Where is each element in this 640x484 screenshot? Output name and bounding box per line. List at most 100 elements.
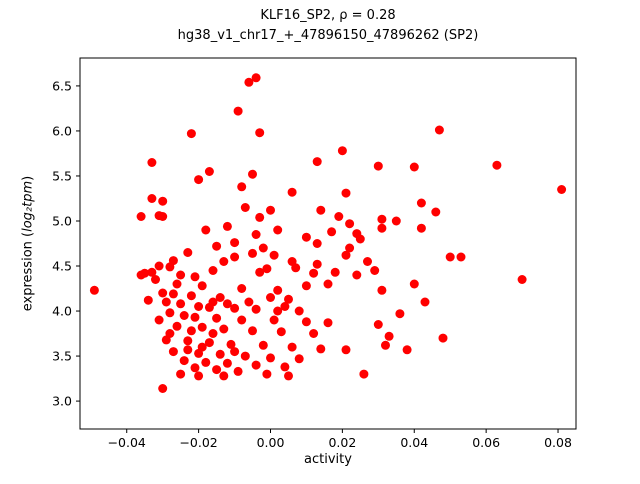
- data-point: [327, 227, 337, 237]
- data-point: [416, 198, 426, 208]
- data-point: [248, 169, 257, 179]
- y-axis-label-suffix: ): [20, 175, 36, 181]
- data-point: [194, 302, 204, 311]
- data-point: [280, 362, 290, 372]
- data-point: [287, 187, 297, 197]
- data-point: [251, 360, 261, 370]
- data-point: [186, 129, 196, 139]
- data-point: [89, 285, 99, 295]
- data-point: [233, 106, 243, 116]
- data-point: [273, 306, 283, 316]
- data-point: [352, 270, 362, 280]
- data-point: [197, 342, 207, 352]
- data-point: [183, 248, 193, 257]
- data-point: [161, 297, 171, 307]
- data-point: [492, 160, 502, 170]
- data-point: [301, 232, 311, 242]
- data-point: [240, 203, 250, 212]
- data-point: [255, 128, 265, 138]
- data-point: [219, 257, 229, 266]
- data-point: [255, 267, 265, 277]
- data-point: [384, 331, 394, 341]
- data-point: [215, 349, 225, 359]
- data-point: [219, 371, 229, 381]
- data-point: [208, 329, 218, 338]
- data-point: [301, 281, 311, 291]
- x-tick-label: −0.04: [108, 435, 146, 450]
- data-point: [158, 196, 168, 206]
- data-point: [287, 257, 297, 266]
- data-point: [248, 326, 257, 336]
- data-point: [373, 161, 383, 171]
- data-point: [312, 239, 322, 248]
- data-point: [284, 294, 293, 304]
- x-tick-label: 0.04: [400, 435, 428, 450]
- data-point: [240, 351, 250, 361]
- data-point: [165, 308, 175, 318]
- data-point: [136, 212, 146, 221]
- data-point: [341, 250, 351, 260]
- data-point: [345, 219, 355, 229]
- data-point: [204, 167, 214, 176]
- data-point: [158, 288, 168, 298]
- data-point: [323, 279, 333, 289]
- data-point: [309, 268, 319, 278]
- y-tick-label: 3.5: [52, 349, 72, 364]
- data-point: [201, 357, 211, 367]
- data-point: [219, 324, 229, 334]
- data-point: [431, 207, 441, 217]
- data-point: [158, 212, 168, 221]
- data-point: [215, 293, 225, 302]
- data-point: [212, 365, 222, 375]
- data-point: [230, 238, 240, 248]
- data-point: [276, 327, 286, 337]
- data-point: [168, 289, 178, 299]
- data-point: [416, 223, 426, 233]
- y-axis-label-prefix: expression (: [20, 231, 36, 312]
- data-point: [445, 252, 455, 262]
- data-point: [370, 266, 380, 275]
- data-point: [233, 366, 243, 376]
- data-point: [251, 304, 261, 314]
- y-tick-label: 4.5: [52, 259, 72, 274]
- data-point: [420, 297, 430, 307]
- data-point: [208, 297, 218, 307]
- data-point: [273, 285, 283, 295]
- data-point: [186, 291, 196, 301]
- data-point: [316, 344, 326, 354]
- data-point: [330, 267, 340, 277]
- data-point: [287, 342, 297, 352]
- data-point: [377, 285, 387, 295]
- y-tick-label: 4.0: [52, 304, 72, 319]
- data-point: [168, 347, 178, 357]
- data-point: [212, 241, 222, 251]
- data-point: [517, 275, 527, 284]
- y-tick-label: 5.0: [52, 213, 72, 228]
- data-point: [258, 243, 268, 253]
- data-point: [165, 329, 175, 338]
- data-point: [147, 158, 157, 167]
- data-point: [284, 371, 293, 381]
- data-point: [222, 358, 232, 368]
- data-point: [212, 313, 222, 323]
- data-point: [402, 345, 412, 355]
- data-point: [273, 225, 283, 235]
- data-point: [266, 353, 275, 363]
- data-point: [359, 369, 369, 379]
- x-tick-label: 0.02: [328, 435, 356, 450]
- data-point: [381, 340, 390, 350]
- x-tick-label: 0.06: [472, 435, 500, 450]
- data-point: [248, 248, 257, 258]
- data-point: [434, 125, 444, 135]
- data-point: [255, 212, 265, 222]
- data-point: [190, 312, 200, 322]
- y-tick-label: 6.0: [52, 123, 72, 138]
- data-point: [190, 272, 200, 282]
- data-point: [341, 188, 351, 198]
- x-tick-label: 0.00: [257, 435, 285, 450]
- data-point: [186, 326, 196, 336]
- data-point: [391, 216, 401, 226]
- data-point: [237, 284, 247, 293]
- data-point: [395, 309, 405, 319]
